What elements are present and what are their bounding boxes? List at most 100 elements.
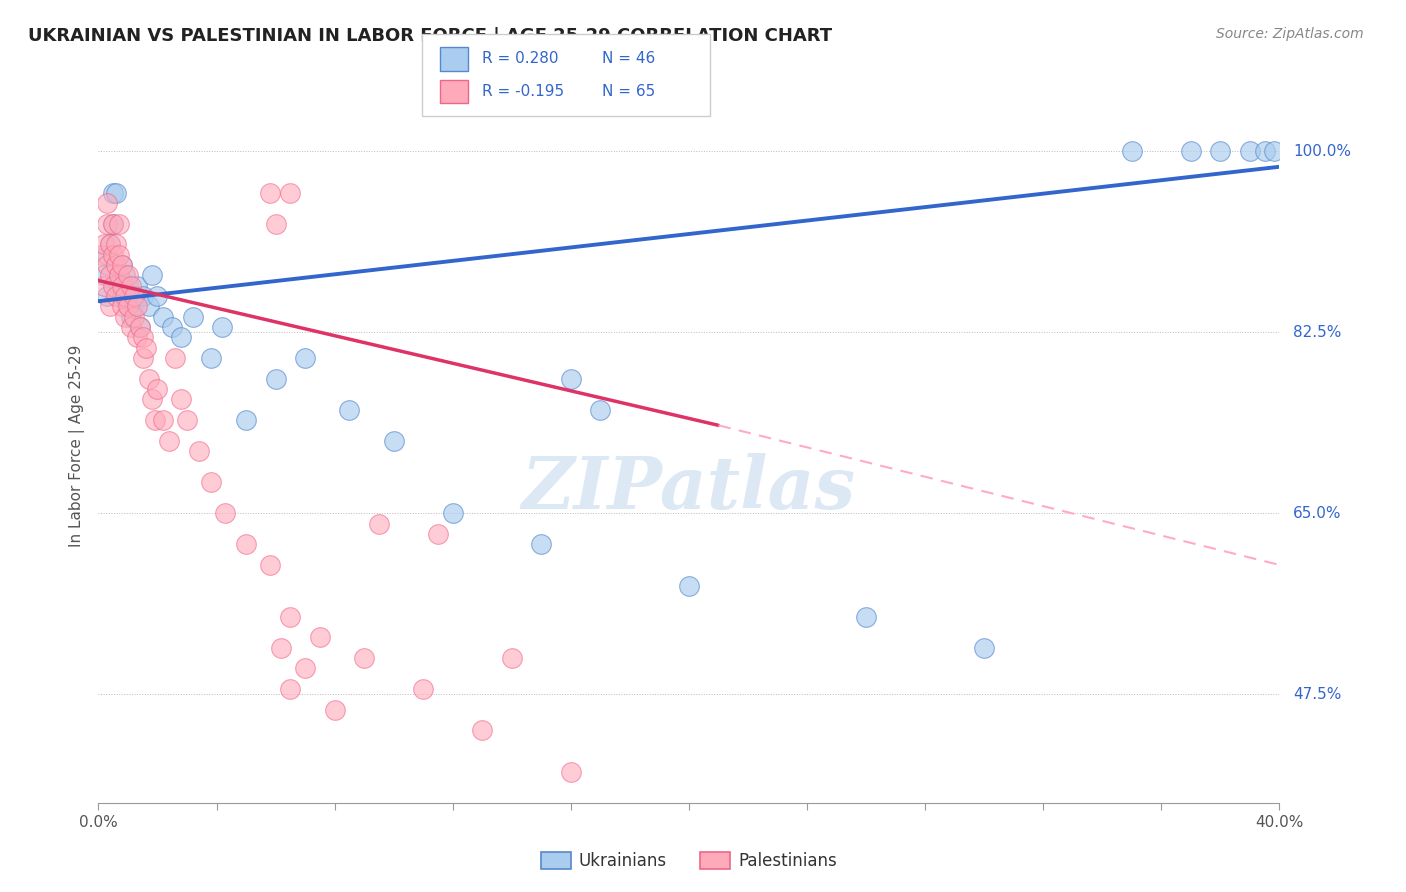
Point	[114, 310, 136, 324]
Point	[200, 475, 222, 490]
Point	[141, 392, 163, 407]
Point	[1121, 145, 1143, 159]
Point	[270, 640, 292, 655]
Point	[117, 299, 139, 313]
Point	[337, 402, 360, 417]
Text: 82.5%: 82.5%	[1294, 325, 1341, 340]
Point	[122, 310, 145, 324]
Point	[278, 186, 302, 200]
Point	[105, 289, 128, 303]
Point	[128, 320, 150, 334]
Point	[96, 196, 118, 211]
Text: N = 46: N = 46	[602, 52, 655, 66]
Point	[128, 320, 150, 334]
Point	[135, 341, 157, 355]
Point	[1209, 145, 1232, 159]
Text: Source: ZipAtlas.com: Source: ZipAtlas.com	[1216, 27, 1364, 41]
Point	[162, 320, 183, 334]
Point	[132, 351, 155, 365]
Point	[138, 372, 160, 386]
Point	[501, 651, 523, 665]
Point	[1263, 145, 1285, 159]
Point	[108, 278, 131, 293]
Point	[117, 299, 139, 313]
Point	[90, 248, 112, 262]
Point	[138, 299, 160, 313]
Point	[111, 289, 134, 303]
Point	[103, 217, 125, 231]
Point	[323, 703, 346, 717]
Point	[105, 258, 128, 272]
Point	[589, 402, 612, 417]
Point	[93, 268, 115, 283]
Point	[973, 640, 995, 655]
Point	[259, 558, 281, 572]
Point	[103, 217, 125, 231]
Point	[170, 392, 193, 407]
Point	[122, 299, 145, 313]
Point	[96, 289, 118, 303]
Point	[146, 382, 169, 396]
Point	[471, 723, 494, 738]
Point	[143, 413, 166, 427]
Point	[278, 609, 302, 624]
Text: R = -0.195: R = -0.195	[482, 84, 564, 98]
Point	[427, 527, 450, 541]
Point	[114, 289, 136, 303]
Point	[125, 278, 148, 293]
Point	[235, 537, 257, 551]
Point	[678, 579, 700, 593]
Point	[93, 237, 115, 252]
Point	[353, 651, 375, 665]
Text: UKRAINIAN VS PALESTINIAN IN LABOR FORCE | AGE 25-29 CORRELATION CHART: UKRAINIAN VS PALESTINIAN IN LABOR FORCE …	[28, 27, 832, 45]
Point	[103, 248, 125, 262]
Y-axis label: In Labor Force | Age 25-29: In Labor Force | Age 25-29	[69, 345, 84, 547]
Text: 65.0%: 65.0%	[1294, 506, 1341, 521]
Point	[96, 248, 118, 262]
Point	[211, 320, 233, 334]
Point	[105, 237, 128, 252]
Point	[98, 268, 121, 283]
Point	[309, 630, 332, 644]
Point	[187, 444, 209, 458]
Point	[125, 299, 148, 313]
Point	[560, 764, 582, 779]
Text: R = 0.280: R = 0.280	[482, 52, 558, 66]
Text: 47.5%: 47.5%	[1294, 687, 1341, 702]
Point	[103, 186, 125, 200]
Point	[441, 506, 464, 520]
Point	[111, 258, 134, 272]
Point	[530, 537, 553, 551]
Point	[114, 268, 136, 283]
Point	[120, 310, 142, 324]
Point	[170, 330, 193, 344]
Point	[108, 248, 131, 262]
Legend: Ukrainians, Palestinians: Ukrainians, Palestinians	[534, 845, 844, 877]
Point	[152, 310, 174, 324]
Point	[93, 278, 115, 293]
Point	[165, 351, 187, 365]
Point	[111, 278, 134, 293]
Point	[214, 506, 236, 520]
Point	[111, 258, 134, 272]
Point	[146, 289, 169, 303]
Point	[1180, 145, 1202, 159]
Point	[120, 320, 142, 334]
Point	[132, 330, 155, 344]
Point	[105, 186, 128, 200]
Point	[125, 330, 148, 344]
Point	[108, 268, 131, 283]
Point	[1239, 145, 1261, 159]
Point	[141, 268, 163, 283]
Point	[98, 237, 121, 252]
Point	[855, 609, 877, 624]
Point	[235, 413, 257, 427]
Point	[96, 258, 118, 272]
Point	[259, 186, 281, 200]
Point	[103, 278, 125, 293]
Point	[368, 516, 391, 531]
Point	[412, 681, 434, 696]
Point	[96, 217, 118, 231]
Point	[181, 310, 204, 324]
Point	[176, 413, 198, 427]
